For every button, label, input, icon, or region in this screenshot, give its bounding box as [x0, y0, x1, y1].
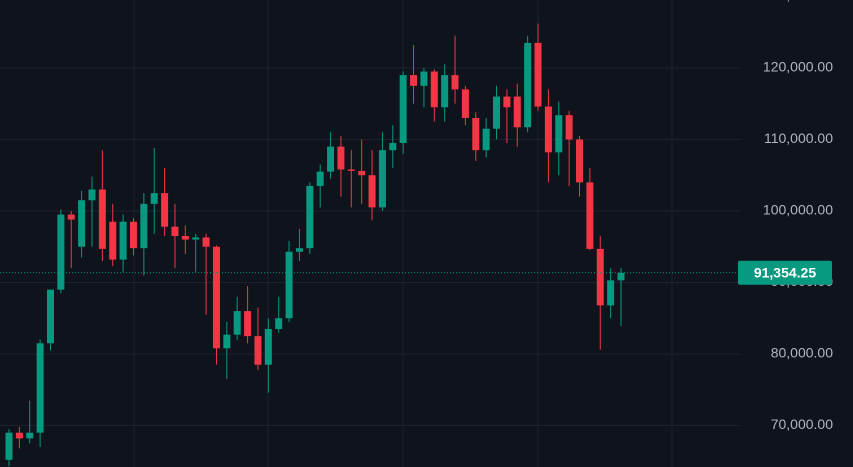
candle-body [316, 171, 324, 186]
candle-body [46, 289, 54, 344]
candle-body [327, 146, 335, 172]
candle-body [358, 170, 366, 176]
candle-body [223, 334, 231, 349]
candle-body [461, 89, 469, 119]
candle-body [244, 311, 252, 337]
candle-body [150, 193, 158, 204]
candle-body [482, 128, 490, 151]
candle-body [212, 246, 220, 349]
y-tick-label: 100,000.00 [763, 202, 833, 218]
candle-body [119, 221, 127, 260]
candle-body [410, 75, 418, 86]
candle-body [441, 75, 449, 108]
candle-body [254, 336, 262, 365]
candle-body [264, 328, 272, 365]
candle-body [233, 311, 241, 335]
candle-body [430, 71, 438, 108]
candle-body [513, 96, 521, 128]
candle-body [88, 189, 96, 201]
candle-body [109, 221, 117, 260]
candle-body [420, 71, 428, 86]
y-tick-label: 80,000.00 [771, 345, 833, 361]
y-tick-label: 130,000.00 [763, 0, 833, 3]
candle-body [347, 169, 355, 171]
candle-body [399, 75, 407, 144]
candle-body [161, 193, 169, 227]
candle-body [596, 248, 604, 306]
candle-body [192, 237, 200, 240]
candle-body [295, 248, 303, 252]
candle-body [57, 214, 65, 290]
candle-body [67, 214, 75, 220]
y-tick-label: 110,000.00 [764, 130, 833, 146]
candle-body [544, 106, 552, 153]
candle-body [493, 96, 501, 129]
candle-body [275, 318, 283, 329]
candle-body [534, 42, 542, 107]
candle-body [576, 139, 584, 183]
candle-body [181, 236, 189, 240]
candle-body [524, 42, 532, 128]
candle-body [337, 146, 345, 170]
y-tick-label: 120,000.00 [763, 59, 833, 75]
candle-body [586, 182, 594, 249]
candle-body [451, 75, 459, 90]
candle-body [306, 185, 314, 249]
candle-body [15, 432, 23, 439]
candle-body [607, 280, 615, 306]
candle-body [503, 96, 511, 108]
candle-body [389, 143, 397, 151]
candle-body [202, 237, 210, 247]
candle-body [378, 150, 386, 208]
candle-body [129, 221, 137, 249]
candle-body [98, 189, 106, 249]
candle-body [617, 272, 625, 281]
candle-body [78, 200, 86, 247]
candle-body [368, 175, 376, 208]
candle-body [171, 226, 179, 237]
candle-body [472, 118, 480, 151]
candle-body [5, 432, 13, 460]
candle-body [285, 251, 293, 319]
price-label-box [738, 260, 832, 285]
candle-body [26, 432, 34, 439]
y-tick-label: 70,000.00 [771, 416, 833, 432]
candle-body [140, 203, 148, 249]
candle-body [36, 343, 44, 433]
price-label: 91,354.25 [754, 265, 816, 281]
candle-body [555, 115, 563, 153]
candle-body [565, 115, 573, 140]
